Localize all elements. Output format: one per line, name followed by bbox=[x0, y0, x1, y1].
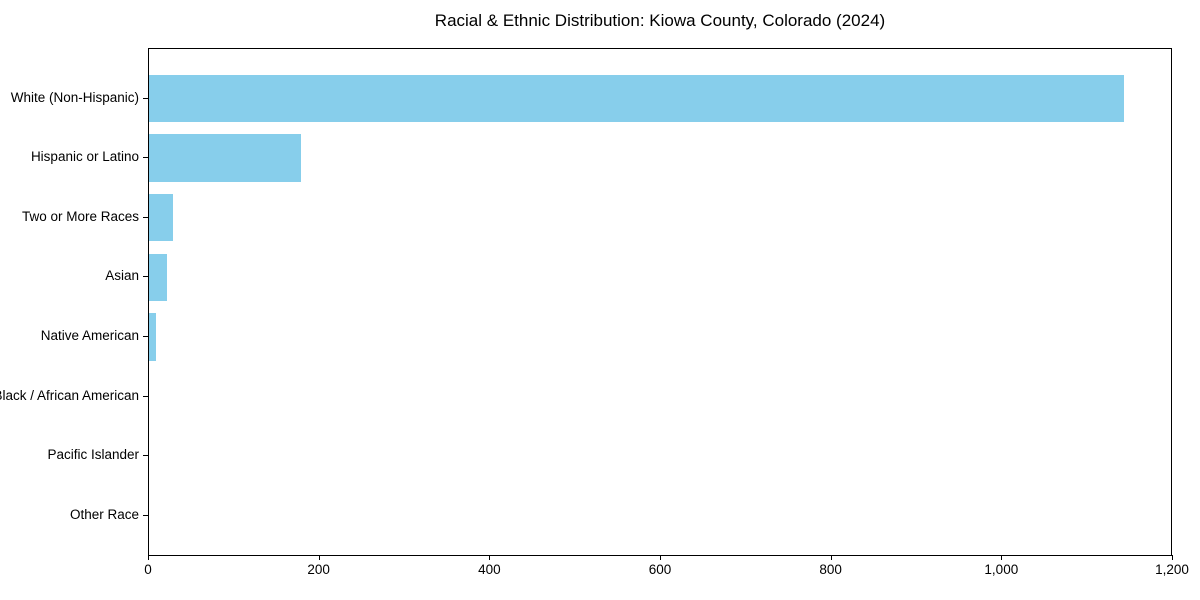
y-tick-label-pacific-islander: Pacific Islander bbox=[47, 447, 139, 463]
bar-asian bbox=[149, 253, 167, 302]
x-tick-mark bbox=[1001, 555, 1003, 560]
x-tick-mark bbox=[318, 555, 320, 560]
x-tick-mark bbox=[660, 555, 661, 560]
y-tick-label-white-non-hispanic: White (Non-Hispanic) bbox=[10, 89, 139, 105]
x-tick-label-200: 200 bbox=[307, 562, 330, 577]
y-tick-mark bbox=[143, 335, 148, 337]
x-tick-label-800: 800 bbox=[819, 562, 842, 577]
y-tick-mark bbox=[143, 395, 148, 397]
y-tick-label-two-or-more-races: Two or More Races bbox=[21, 208, 139, 224]
bar-native-american bbox=[149, 313, 156, 361]
plot-area bbox=[148, 48, 1172, 556]
x-tick-label-1-000: 1,000 bbox=[984, 562, 1019, 577]
y-tick-mark bbox=[143, 157, 148, 159]
bar-hispanic-or-latino bbox=[149, 134, 301, 182]
y-tick-label-asian: Asian bbox=[105, 268, 139, 284]
x-tick-label-1-200: 1,200 bbox=[1155, 562, 1189, 577]
x-tick-mark bbox=[1172, 555, 1173, 560]
y-tick-label-native-american: Native American bbox=[40, 327, 139, 343]
x-tick-mark bbox=[830, 555, 832, 560]
x-tick-label-0: 0 bbox=[144, 562, 152, 577]
y-tick-mark bbox=[143, 97, 148, 99]
y-tick-label-other-race: Other Race bbox=[69, 506, 139, 522]
y-tick-label-black-african-american: Black / African American bbox=[0, 387, 139, 403]
y-tick-mark bbox=[143, 216, 148, 218]
x-tick-label-600: 600 bbox=[648, 562, 672, 577]
y-tick-mark bbox=[143, 514, 148, 516]
y-tick-label-hispanic-or-latino: Hispanic or Latino bbox=[30, 149, 139, 165]
bar-two-or-more-races bbox=[149, 193, 173, 242]
y-tick-mark bbox=[143, 455, 148, 457]
bar-white-non-hispanic bbox=[149, 74, 1125, 123]
x-tick-label-400: 400 bbox=[478, 562, 501, 577]
x-tick-mark bbox=[148, 555, 149, 560]
y-tick-mark bbox=[143, 276, 148, 278]
chart-title: Racial & Ethnic Distribution: Kiowa Coun… bbox=[434, 11, 886, 30]
x-tick-mark bbox=[489, 555, 491, 560]
